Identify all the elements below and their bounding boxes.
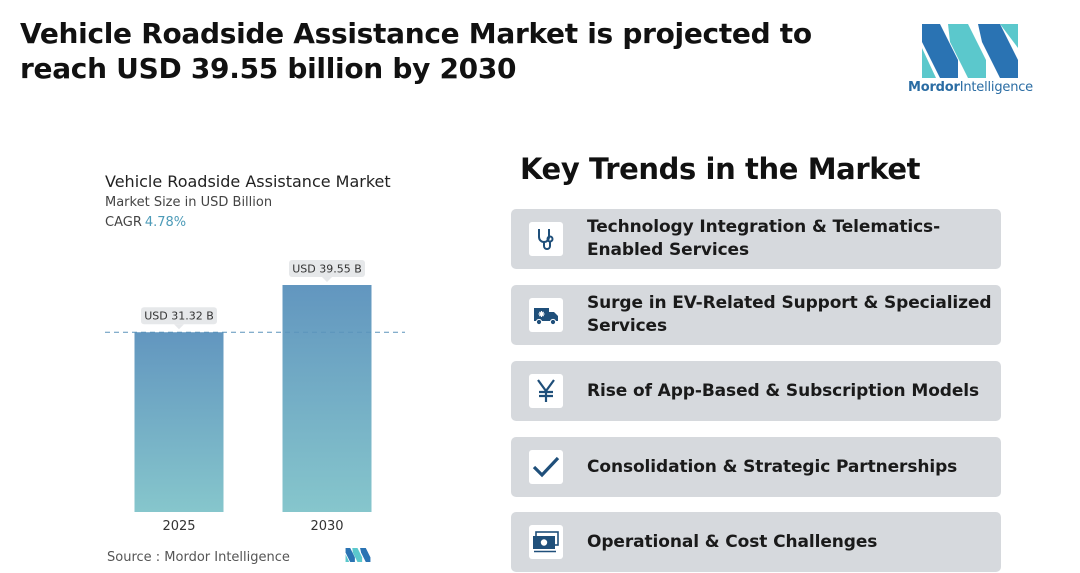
trend-label: Rise of App-Based & Subscription Models — [587, 380, 980, 401]
trend-icon-box — [529, 525, 563, 559]
data-label: USD 31.32 B — [144, 310, 214, 323]
chart-title: Vehicle Roadside Assistance Market — [105, 172, 391, 191]
chart-cagr: CAGR 4.78% — [105, 215, 186, 230]
trend-icon-box — [529, 298, 563, 332]
trend-label: Consolidation & Strategic Partnerships — [587, 456, 958, 477]
cagr-value: 4.78% — [144, 215, 187, 230]
data-label-pointer — [174, 324, 184, 330]
checkmark-icon — [532, 456, 560, 478]
trend-label: Surge in EV-Related Support & Specialize… — [587, 293, 992, 336]
bar-2025 — [134, 332, 224, 512]
trend-label: Technology Integration & Telematics-Enab… — [587, 217, 941, 260]
data-label-pill — [289, 260, 365, 277]
data-label-pill — [141, 307, 217, 325]
data-label-pointer — [322, 277, 332, 282]
chart-subtitle: Market Size in USD Billion — [105, 195, 273, 210]
trend-icon-box — [529, 222, 563, 256]
yen-icon — [537, 379, 555, 402]
trend-item: Rise of App-Based & Subscription Models — [511, 361, 1001, 421]
x-tick-label: 2030 — [310, 519, 343, 534]
mordor-intelligence-logo: MordorIntelligence — [908, 24, 1033, 100]
trend-label: Operational & Cost Challenges — [587, 531, 878, 552]
mordor-logo-mark-icon — [922, 24, 1018, 78]
x-tick-label: 2025 — [162, 519, 195, 534]
trend-icon-box — [529, 374, 563, 408]
cagr-label: CAGR — [105, 215, 142, 230]
trend-item: Surge in EV-Related Support & Specialize… — [511, 285, 1001, 345]
market-size-chart: Vehicle Roadside Assistance Market Marke… — [0, 160, 440, 573]
mordor-small-logo-icon — [345, 548, 371, 562]
trend-icon-box — [529, 450, 563, 484]
trend-item: Operational & Cost Challenges — [511, 512, 1001, 572]
bar-2030 — [282, 285, 372, 512]
money-icon — [533, 531, 559, 553]
trend-item: Consolidation & Strategic Partnerships — [511, 437, 1001, 497]
trends-title: Key Trends in the Market — [520, 152, 921, 186]
chart-source: Source : Mordor Intelligence — [107, 550, 290, 565]
page-headline: Vehicle Roadside Assistance Market is pr… — [20, 17, 812, 85]
brand-wordmark: MordorIntelligence — [908, 80, 1033, 95]
stethoscope-icon — [538, 229, 554, 250]
trend-item: Technology Integration & Telematics-Enab… — [511, 209, 1001, 269]
bar-chart-plot: USD 31.32 B 2025 USD 39.55 B 2030 — [105, 260, 405, 534]
ambulance-icon — [534, 308, 558, 326]
data-label: USD 39.55 B — [292, 263, 362, 276]
